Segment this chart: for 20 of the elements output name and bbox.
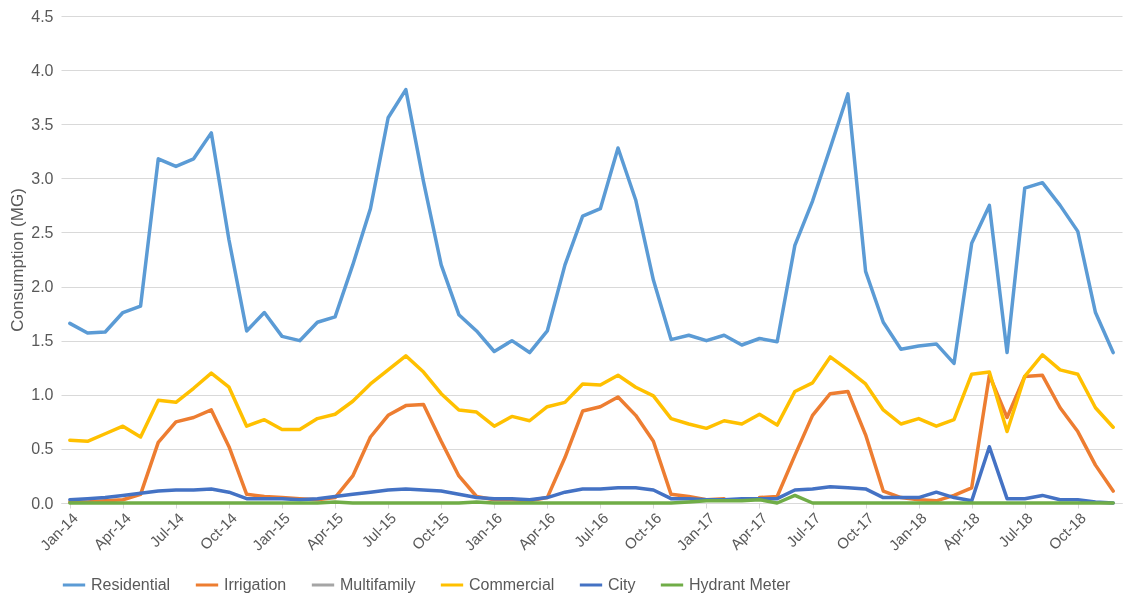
y-tick-label: 2.0	[31, 278, 54, 296]
legend-label: Irrigation	[224, 576, 287, 593]
y-tick-label: 4.0	[31, 61, 54, 79]
legend-label: Commercial	[469, 576, 555, 593]
y-tick-label: 1.0	[31, 386, 54, 404]
y-axis-title: Consumption (MG)	[8, 188, 28, 332]
y-tick-label: 3.0	[31, 169, 54, 187]
y-tick-label: 4.5	[31, 7, 54, 25]
legend-label: Hydrant Meter	[689, 576, 792, 593]
legend-label: Multifamily	[340, 576, 416, 593]
y-tick-label: 2.5	[31, 223, 54, 241]
line-series	[68, 352, 1115, 444]
y-tick-label: 0.5	[31, 440, 54, 458]
y-tick-label: 1.5	[31, 332, 54, 350]
line-series	[68, 493, 1115, 505]
y-tick-label: 3.5	[31, 115, 54, 133]
y-tick-label: 0.0	[31, 494, 54, 512]
line-series	[68, 87, 1115, 366]
legend-label: Residential	[91, 576, 171, 593]
legend-label: City	[608, 576, 636, 593]
